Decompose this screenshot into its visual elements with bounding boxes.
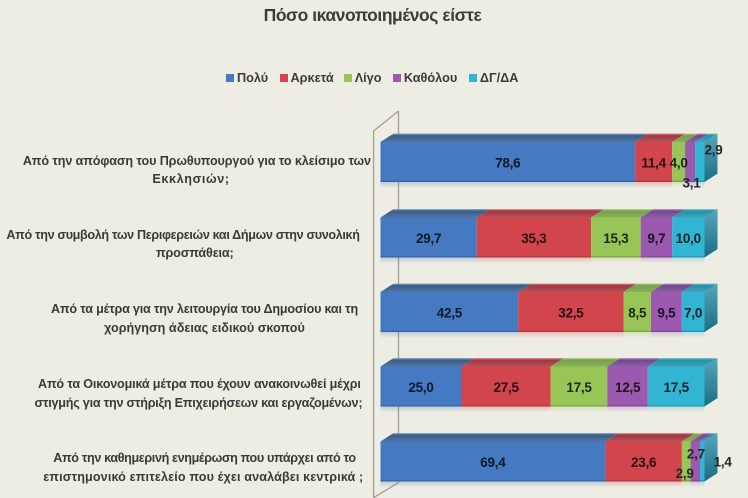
svg-text:7,0: 7,0 — [684, 306, 702, 321]
svg-text:4,0: 4,0 — [670, 156, 688, 171]
svg-text:27,5: 27,5 — [493, 380, 519, 395]
svg-text:32,5: 32,5 — [558, 306, 584, 321]
svg-text:2,9: 2,9 — [704, 143, 722, 158]
svg-text:42,5: 42,5 — [437, 306, 463, 321]
svg-text:11,4: 11,4 — [641, 156, 666, 171]
svg-text:2,9: 2,9 — [676, 466, 694, 481]
svg-text:23,6: 23,6 — [631, 455, 657, 470]
svg-text:15,3: 15,3 — [603, 231, 629, 246]
svg-text:2,7: 2,7 — [687, 447, 705, 462]
svg-text:12,5: 12,5 — [615, 380, 641, 395]
svg-text:17,5: 17,5 — [566, 380, 592, 395]
svg-text:69,4: 69,4 — [480, 455, 506, 470]
svg-text:25,0: 25,0 — [408, 380, 433, 395]
svg-text:1,4: 1,4 — [714, 455, 733, 470]
svg-text:10,0: 10,0 — [676, 231, 701, 246]
svg-text:29,7: 29,7 — [416, 231, 441, 246]
svg-text:9,5: 9,5 — [657, 306, 676, 321]
svg-text:35,3: 35,3 — [521, 231, 547, 246]
svg-text:3,1: 3,1 — [682, 176, 701, 191]
svg-text:78,6: 78,6 — [495, 156, 521, 171]
svg-text:17,5: 17,5 — [664, 380, 690, 395]
svg-text:9,7: 9,7 — [647, 231, 665, 246]
svg-text:8,5: 8,5 — [628, 306, 647, 321]
